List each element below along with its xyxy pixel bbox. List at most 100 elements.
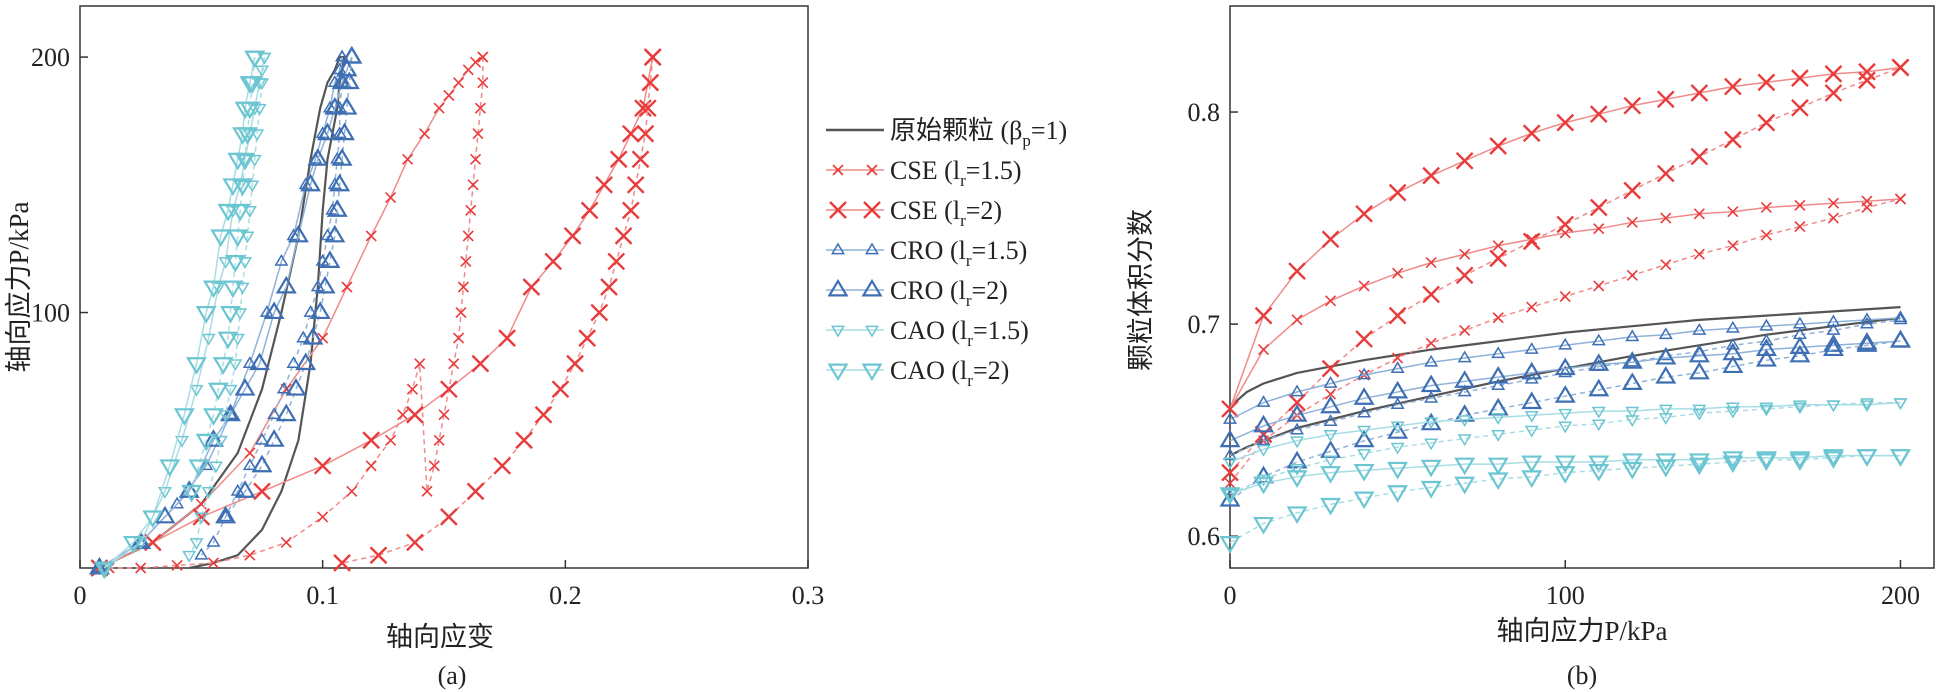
a-point-cao2_unload [202,408,224,426]
a-point-cse15_unload [346,485,358,497]
b-point-cse15_lower [1827,212,1839,224]
b-series-cse15_lower [1224,193,1907,489]
a-point-cro15_unload [303,305,318,317]
a-point-cro15_unload [254,432,270,445]
a-point-cro2_unload [329,173,351,192]
b-point-cse2_lower [1623,181,1642,200]
a-point-cse15_unload [467,179,479,191]
a-point-cao2_load [217,203,239,222]
a-point-cao15_unload [228,359,243,372]
b-point-cse15_upper [1325,295,1337,307]
b-point-cao2_upper [1722,451,1744,469]
a-series-cro2_load [88,45,363,575]
b-point-cao2_lower [1286,506,1308,525]
panel-b-ticks: 0 100 200 0.6 0.7 0.8 [1188,98,1920,610]
b-point-cse2_lower [1288,393,1306,412]
b-point-cao15_upper [1524,410,1539,423]
a-point-cse15_unload [474,102,486,114]
b-point-cao2_lower [1253,516,1275,535]
a-point-cse15_unload [455,306,467,319]
a-point-cro2_unload [314,275,336,294]
a-point-cao2_load [93,561,115,580]
b-point-cro15_upper [1792,316,1807,329]
legend-swatch-marker [832,164,844,176]
b-point-cao15_lower [1457,434,1472,447]
a-series-cro15_load [92,49,350,573]
b-xtick-label: 100 [1546,581,1585,610]
a-point-cao15_unload [235,282,250,295]
a-ytick-label: 200 [31,43,70,72]
b-point-cro15_upper [1893,310,1908,323]
b-point-cse15_lower [1459,324,1471,337]
b-point-cse2_lower [1891,58,1910,77]
a-point-cro2_unload [302,326,324,345]
a-point-cao15_unload [230,333,245,346]
b-point-cse15_upper [1794,199,1806,211]
legend-label: CSE (lr=1.5) [890,156,1022,190]
b-point-cao15_lower [1323,455,1338,468]
a-point-cse2_unload [622,201,640,220]
a-point-cao2_load [210,229,232,248]
a-point-cao15_unload [245,180,260,193]
b-point-cse2_upper [1321,230,1340,249]
b-line-orig_upper [1229,306,1901,408]
b-point-cro15_lower [1323,414,1338,427]
b-point-cse2_lower [1422,285,1440,304]
legend-item-cro15: CRO (lr=1.5) [826,236,1027,270]
b-point-cao2_upper [1521,455,1543,474]
a-point-cse15_load [452,77,465,89]
b-point-cao2_upper [1387,461,1409,480]
b-point-cse2_upper [1589,105,1608,124]
a-series-cse2_unload [333,48,662,572]
a-ytick-label: 100 [31,299,70,328]
a-point-cao15_load [218,257,233,269]
legend-label-main: CAO (l [890,316,967,345]
b-point-cao15_lower [1792,402,1807,415]
b-point-cro2_lower [1521,391,1543,410]
b-point-cse15_upper [1257,343,1270,356]
legend-label-tail: =1.5) [973,316,1029,345]
legend-swatch-marker [830,325,846,338]
a-point-cse15_load [443,89,455,101]
legend-label-sub: r [967,331,973,350]
a-point-cao15_unload [218,410,233,423]
a-point-cse15_unload [406,383,419,395]
legend-label: 原始颗粒 (βp=1) [890,116,1067,150]
a-point-cse2_load [498,329,516,347]
a-line-cro2_load [99,56,353,569]
legend-label: CAO (lr=1.5) [890,316,1029,350]
b-point-cao15_upper [1591,406,1606,419]
b-point-cse15_upper [1760,201,1772,214]
a-point-cro2_unload [319,250,341,268]
b-point-cro2_upper [1387,380,1409,399]
b-point-cse2_upper [1489,137,1508,155]
a-point-cro15_load [322,100,337,113]
a-point-cro2_unload [234,480,256,498]
a-point-cse15_unload [171,559,183,572]
legend-label-main: CSE (l [890,156,960,185]
b-point-cao2_lower [1420,480,1442,499]
b-point-cse15_upper [1827,197,1839,209]
a-point-cao15_unload [252,103,267,116]
legend-label-sub: r [960,171,966,190]
a-point-cao2_unload [181,484,203,503]
b-point-cro15_upper [1357,367,1372,380]
b-point-cao15_upper [1290,436,1305,449]
a-point-cse15_load [433,102,445,114]
a-point-cse15_unload [452,332,465,344]
legend-item-cao15: CAO (lr=1.5) [826,316,1029,350]
legend-label-tail: =2) [972,276,1008,305]
b-point-cse2_lower [1656,164,1675,183]
b-point-cro2_lower [1655,365,1677,384]
b-point-cro2_lower [1688,361,1710,380]
a-point-cao2_unload [239,101,261,120]
b-point-cro15_lower [1759,333,1774,346]
a-series-cao15_unload [182,52,272,563]
a-point-cse15_unload [457,281,469,293]
b-point-cao2_lower [1722,455,1744,474]
a-point-cro2_unload [285,378,307,396]
a-point-cse15_load [419,128,431,140]
b-point-cao15_lower [1893,398,1908,411]
b-point-cro15_upper [1491,346,1506,359]
panel-b-ylabel: 颗粒体积分数 [1126,209,1156,371]
